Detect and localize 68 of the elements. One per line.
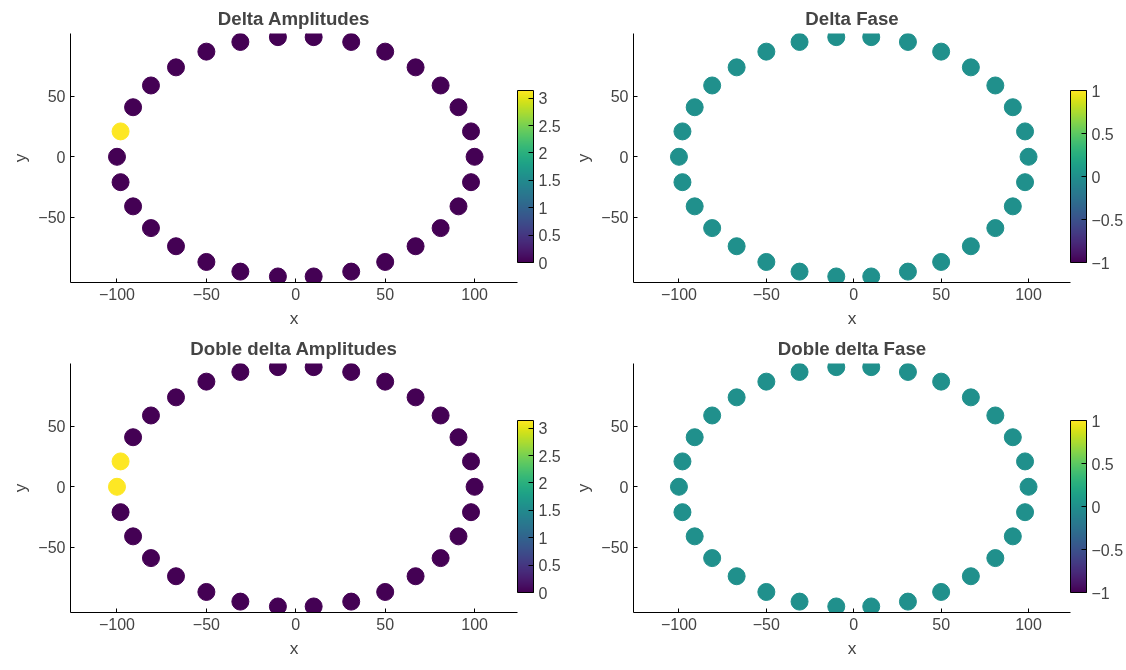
x-tick-label: 0	[291, 615, 301, 633]
chart-title: Delta Fase	[805, 7, 899, 29]
x-tick-label: −50	[752, 615, 781, 633]
color-bar-label: 1	[1091, 82, 1101, 100]
color-bar-label: 1	[1091, 412, 1101, 430]
x-tick-label: −50	[192, 285, 221, 303]
y-tick-label: 50	[610, 418, 629, 436]
color-bar-label: −0.5	[1091, 541, 1124, 559]
color-bar-label: 0	[538, 254, 548, 272]
y-tick-label: 0	[56, 148, 66, 166]
color-bar-label: −0.5	[1091, 211, 1124, 229]
x-tick-label: 0	[849, 615, 859, 633]
y-tick-label: −50	[38, 539, 66, 557]
y-tick-label: −50	[38, 209, 66, 227]
x-tick-label: −100	[98, 615, 136, 633]
color-bar-label: 0.5	[538, 557, 561, 575]
x-axis-title: x	[847, 307, 857, 328]
color-bar-label: −1	[1091, 254, 1110, 272]
x-axis-title: x	[289, 637, 299, 658]
x-tick-label: 50	[376, 285, 395, 303]
color-bar-label: 3	[538, 90, 548, 108]
y-axis-title: y	[573, 153, 594, 163]
color-bar-label: 3	[538, 420, 548, 438]
color-bar-label: 0	[1091, 498, 1101, 516]
color-bar-label: 0.5	[538, 227, 561, 245]
color-bar-label: 1.5	[538, 502, 561, 520]
x-tick-label: 50	[932, 615, 951, 633]
y-tick-label: 50	[47, 88, 66, 106]
x-tick-label: 100	[1015, 615, 1042, 633]
color-bar-label: 1	[538, 199, 548, 217]
color-bar-label: 2.5	[538, 447, 561, 465]
color-bar-label: −1	[1091, 584, 1110, 602]
y-tick-label: −50	[601, 539, 629, 557]
y-tick-label: 50	[47, 418, 66, 436]
color-bar-label: 0	[1091, 168, 1101, 186]
y-tick-label: 50	[610, 88, 629, 106]
color-bar-label: 1.5	[538, 172, 561, 190]
color-bar-label: 0.5	[1091, 455, 1114, 473]
color-bar-label: 0	[538, 584, 548, 602]
x-tick-label: 0	[849, 285, 859, 303]
x-tick-label: 0	[291, 285, 301, 303]
x-tick-label: 50	[932, 285, 951, 303]
chart-title: Delta Amplitudes	[217, 7, 370, 29]
x-tick-label: −50	[192, 615, 221, 633]
chart-title: Doble delta Fase	[777, 337, 927, 359]
color-bar-label: 2	[538, 474, 548, 492]
y-axis-title: y	[10, 483, 31, 493]
x-tick-label: 50	[376, 615, 395, 633]
chart-title: Doble delta Amplitudes	[190, 337, 397, 359]
x-tick-label: −100	[660, 615, 698, 633]
x-tick-label: −100	[98, 285, 136, 303]
y-tick-label: −50	[601, 209, 629, 227]
y-tick-label: 0	[56, 478, 66, 496]
color-bar-label: 2.5	[538, 117, 561, 135]
color-bar-label: 1	[538, 529, 548, 547]
color-bar-label: 0.5	[1091, 125, 1114, 143]
x-tick-label: −100	[660, 285, 698, 303]
color-bar-label: 2	[538, 144, 548, 162]
x-axis-title: x	[847, 637, 857, 658]
y-axis-title: y	[10, 153, 31, 163]
y-tick-label: 0	[619, 478, 629, 496]
x-tick-label: 100	[1015, 285, 1042, 303]
y-tick-label: 0	[619, 148, 629, 166]
x-axis-title: x	[289, 307, 299, 328]
x-tick-label: −50	[752, 285, 781, 303]
x-tick-label: 100	[461, 615, 489, 633]
x-tick-label: 100	[461, 285, 489, 303]
y-axis-title: y	[573, 483, 594, 493]
